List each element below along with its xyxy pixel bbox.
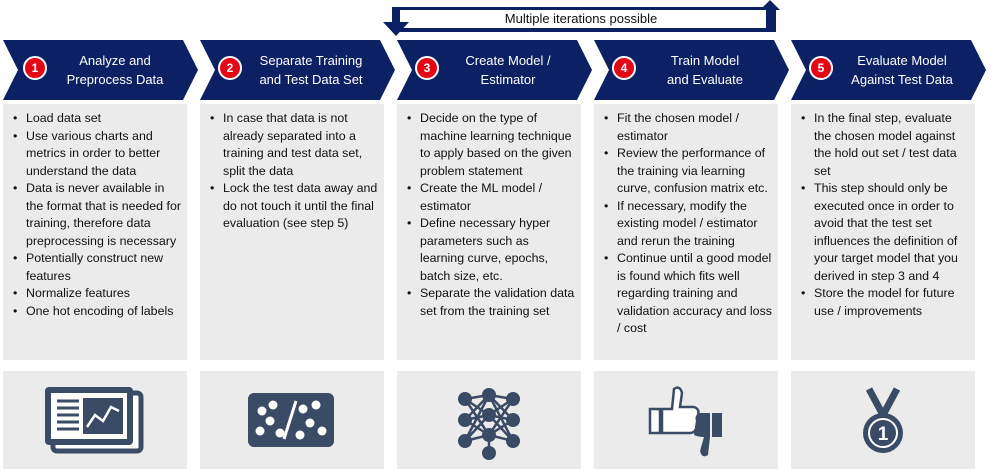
step-3-title-line1: Create Model / [465,53,551,68]
medal-number: 1 [878,424,889,445]
step-4-bullet: Review the performance of the training v… [604,145,772,198]
step-4-chevron [594,40,789,100]
step-3-title: Create Model / Estimator [442,48,574,92]
step-1-bullet: Load data set [13,110,181,128]
step-5-title: Evaluate Model Against Test Data [836,48,968,92]
chart-document-icon [45,387,144,454]
step-1-bullet: Potentially construct new features [13,250,181,285]
step-4-number-badge: 4 [612,56,636,80]
step-5-bullet: This step should only be executed once i… [801,180,969,285]
step-2-bullet: In case that data is not already separat… [210,110,378,180]
step-1-bullet: Normalize features [13,285,181,303]
step-4-bullet: If necessary, modify the existing model … [604,198,772,251]
step-5-number-badge: 5 [809,56,833,80]
step-4-bullet: Fit the chosen model / estimator [604,110,772,145]
step-2-bullet: Lock the test data away and do not touch… [210,180,378,233]
step-2-chevron [200,40,395,100]
thumbs-up-down-icon [648,386,722,457]
step-2-description: In case that data is not already separat… [200,104,384,360]
step-5-bullet: Store the model for future use / improve… [801,285,969,320]
step-3-title-line2: Estimator [480,72,536,87]
data-split-icon [248,393,334,447]
step-1-bullet: Use various charts and metrics in order … [13,128,181,181]
step-3-description: Decide on the type of machine learning t… [397,104,581,360]
step-3-icon-panel [397,371,581,469]
step-3-chevron [397,40,592,100]
step-4-title-line1: Train Model [670,53,740,68]
step-1-title-line2: Preprocess Data [66,72,164,87]
neural-network-icon [458,388,520,460]
step-5-title-line1: Evaluate Model [857,53,947,68]
step-2-title-line1: Separate Training [259,53,363,68]
step-2-icon-panel [200,371,384,469]
step-1-bullet: One hot encoding of labels [13,303,181,321]
step-3-bullet: Create the ML model / estimator [407,180,575,215]
step-1-title-line1: Analyze and [79,53,151,68]
step-4-title: Train Model and Evaluate [639,48,771,92]
step-2-number-badge: 2 [218,56,242,80]
step-1-description: Load data set Use various charts and met… [3,104,187,360]
step-4-icon-panel [594,371,778,469]
step-2-title-line2: and Test Data Set [259,72,363,87]
step-5-title-line2: Against Test Data [851,72,953,87]
step-4-title-line2: and Evaluate [667,72,743,87]
step-3-bullet: Decide on the type of machine learning t… [407,110,575,180]
step-3-bullet: Separate the validation data set from th… [407,285,575,320]
step-5-chevron [791,40,986,100]
step-1-number-badge: 1 [23,56,47,80]
medal-icon: 1 [863,387,903,453]
step-2-title: Separate Training and Test Data Set [245,48,377,92]
step-3-bullet: Define necessary hyper parameters such a… [407,215,575,285]
step-5-bullet: In the final step, evaluate the chosen m… [801,110,969,180]
step-4-bullet: Continue until a good model is found whi… [604,250,772,338]
step-5-description: In the final step, evaluate the chosen m… [791,104,975,360]
step-4-description: Fit the chosen model / estimator Review … [594,104,778,360]
step-5-icon-panel: 1 [791,371,975,469]
step-1-icon-panel [3,371,187,469]
step-1-chevron [3,40,198,100]
step-1-title: Analyze and Preprocess Data [50,48,180,92]
step-1-bullet: Data is never available in the format th… [13,180,181,250]
iteration-label: Multiple iterations possible [504,11,658,26]
step-3-number-badge: 3 [415,56,439,80]
